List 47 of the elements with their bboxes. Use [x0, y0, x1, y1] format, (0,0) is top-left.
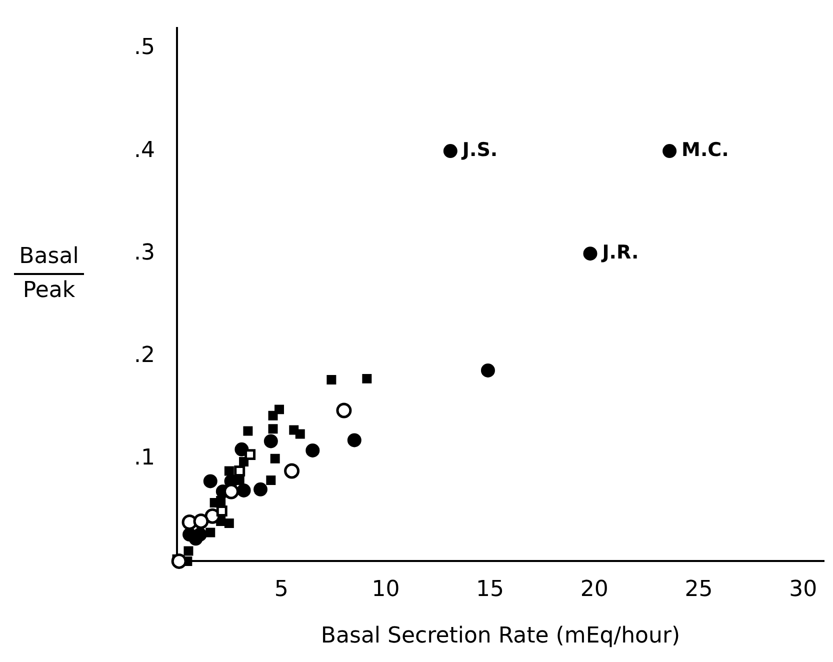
point — [192, 528, 207, 542]
point — [171, 553, 187, 569]
point — [284, 463, 300, 479]
point — [224, 466, 234, 476]
y-tick-label: .3 — [134, 240, 155, 266]
point — [326, 374, 336, 384]
y-tick-label: .4 — [134, 138, 155, 163]
x-tick-label: 20 — [580, 577, 608, 602]
point — [268, 424, 278, 434]
point — [306, 443, 320, 458]
y-tick-label: .2 — [134, 342, 155, 368]
point — [216, 496, 226, 506]
point — [234, 465, 246, 476]
x-tick-label: 15 — [476, 577, 504, 602]
annotation: J.S. — [460, 138, 498, 161]
point — [193, 513, 209, 529]
point — [336, 402, 352, 418]
y-tick-label: .5 — [134, 35, 155, 60]
point — [662, 144, 677, 158]
y-axis-title: Basal Peak — [14, 240, 84, 308]
point — [362, 374, 372, 384]
point — [270, 454, 280, 464]
x-tick-label: 25 — [684, 577, 713, 602]
point — [216, 505, 228, 516]
point — [206, 528, 216, 538]
point — [583, 246, 598, 261]
x-tick-label: 10 — [372, 577, 400, 602]
point — [184, 546, 194, 556]
point — [266, 475, 276, 485]
point — [244, 449, 256, 460]
point — [268, 410, 278, 420]
x-tick-label: 5 — [274, 577, 288, 602]
point — [243, 426, 253, 436]
point — [224, 518, 234, 528]
x-tick-label: 30 — [789, 577, 818, 602]
point — [274, 404, 284, 414]
annotation: M.C. — [682, 138, 729, 161]
annotation: J.R. — [600, 242, 639, 264]
point — [480, 363, 495, 378]
point — [295, 429, 305, 439]
point — [347, 433, 362, 448]
point — [203, 474, 218, 488]
point — [443, 144, 458, 158]
x-axis-title: Basal Secretion Rate (mEq/hour) — [320, 624, 680, 649]
point — [264, 434, 278, 448]
y-tick-label: .1 — [134, 445, 155, 470]
point — [253, 482, 268, 496]
